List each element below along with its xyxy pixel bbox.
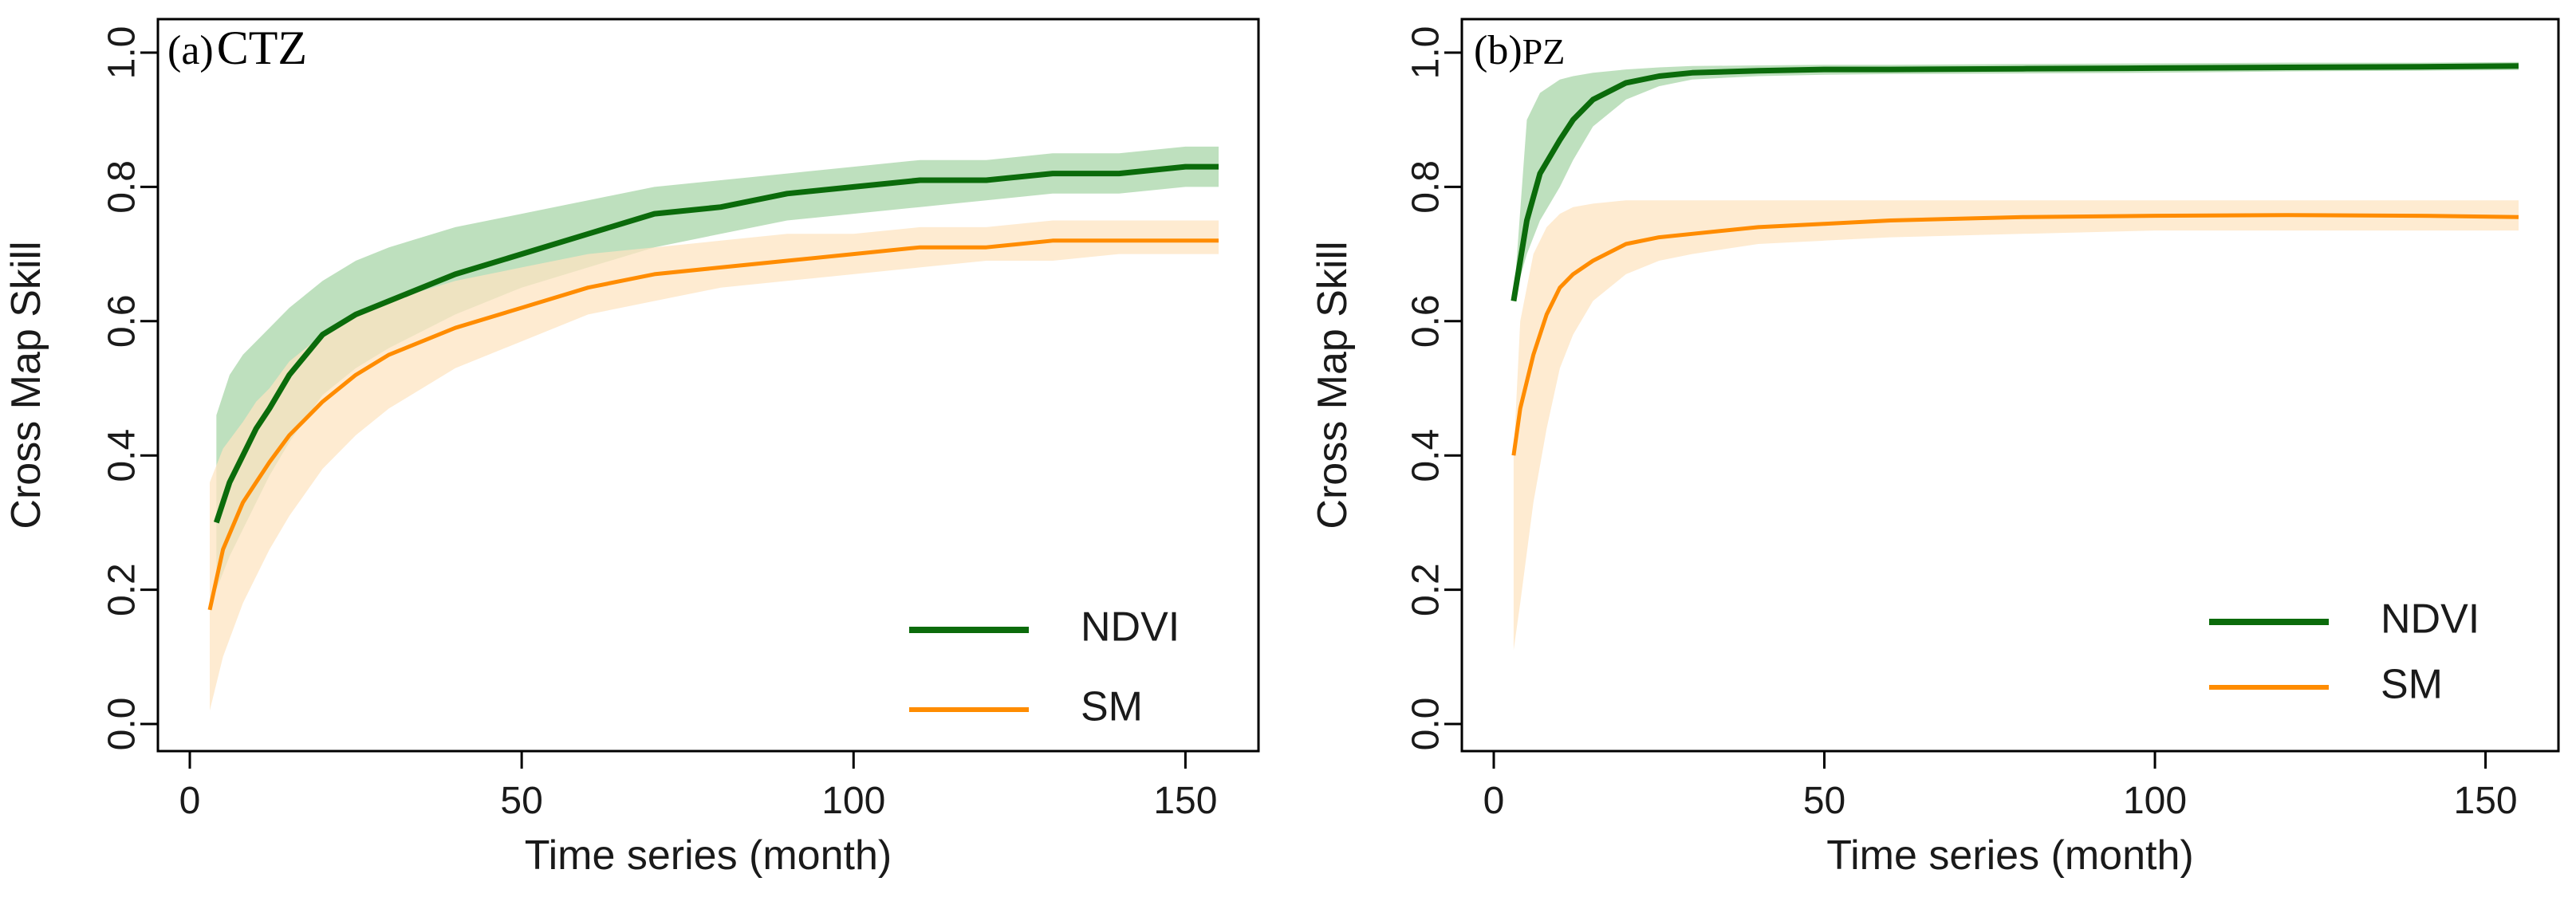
x-tick-label: 150	[2454, 780, 2518, 822]
panel-a: 0.0 0.2 0.4 0.6 0.8 1.0 0 50 100 150 Time series (…	[3, 18, 1260, 879]
legend-label-sm: SM	[2381, 662, 2443, 708]
legend-label-sm: SM	[1081, 684, 1143, 730]
sm-confidence-band	[210, 220, 1219, 711]
y-axis-label: Cross Map Skill	[3, 241, 49, 529]
panel-title: (a)CTZ	[167, 22, 307, 74]
legend-label-ndvi: NDVI	[2381, 596, 2479, 643]
y-tick-label: 0.2	[1405, 563, 1448, 616]
y-tick-label: 1.0	[1405, 26, 1448, 80]
panel-b: 0.0 0.2 0.4 0.6 0.8 1.0 0 50 100 150 Time series (…	[1310, 18, 2560, 879]
x-tick-label: 50	[1803, 780, 1845, 822]
y-tick-label: 0.2	[101, 563, 144, 616]
y-tick-label: 0.6	[101, 294, 144, 348]
ndvi-series-line	[213, 163, 1219, 524]
x-tick-label: 0	[1483, 780, 1505, 822]
sm-series-line	[207, 238, 1219, 611]
x-tick-label: 150	[1153, 780, 1217, 822]
y-tick-label: 0.4	[101, 429, 144, 482]
x-tick-label: 0	[179, 780, 201, 822]
panel-region: CTZ	[217, 22, 307, 74]
x-axis-label: Time series (month)	[525, 832, 892, 879]
y-tick-label: 0.8	[101, 160, 144, 214]
y-tick-label: 0.0	[1405, 698, 1448, 751]
sm-confidence-band	[1513, 200, 2519, 651]
plot-frame	[156, 18, 1260, 753]
panel-title: (b)PZ	[1474, 28, 1565, 73]
x-axis-label: Time series (month)	[1826, 832, 2193, 879]
plot-frame	[1460, 18, 2560, 753]
ndvi-confidence-band	[216, 146, 1219, 590]
y-tick-label: 0.8	[1405, 160, 1448, 214]
panel-letter: (b)	[1474, 28, 1522, 73]
legend-label-ndvi: NDVI	[1081, 604, 1180, 651]
panel-letter: (a)	[167, 28, 214, 73]
y-tick-label: 0.0	[101, 698, 144, 751]
y-axis-label: Cross Map Skill	[1310, 241, 1356, 529]
x-tick-label: 100	[2123, 780, 2187, 822]
x-tick-label: 50	[500, 780, 542, 822]
panel-region: PZ	[1522, 31, 1566, 72]
y-tick-label: 0.4	[1405, 429, 1448, 482]
ndvi-confidence-band	[1513, 61, 2519, 301]
sm-series-line	[1511, 213, 2519, 456]
x-tick-label: 100	[821, 780, 885, 822]
y-tick-label: 0.6	[1405, 294, 1448, 348]
y-tick-label: 1.0	[101, 26, 144, 80]
ndvi-series-line	[1511, 63, 2519, 302]
